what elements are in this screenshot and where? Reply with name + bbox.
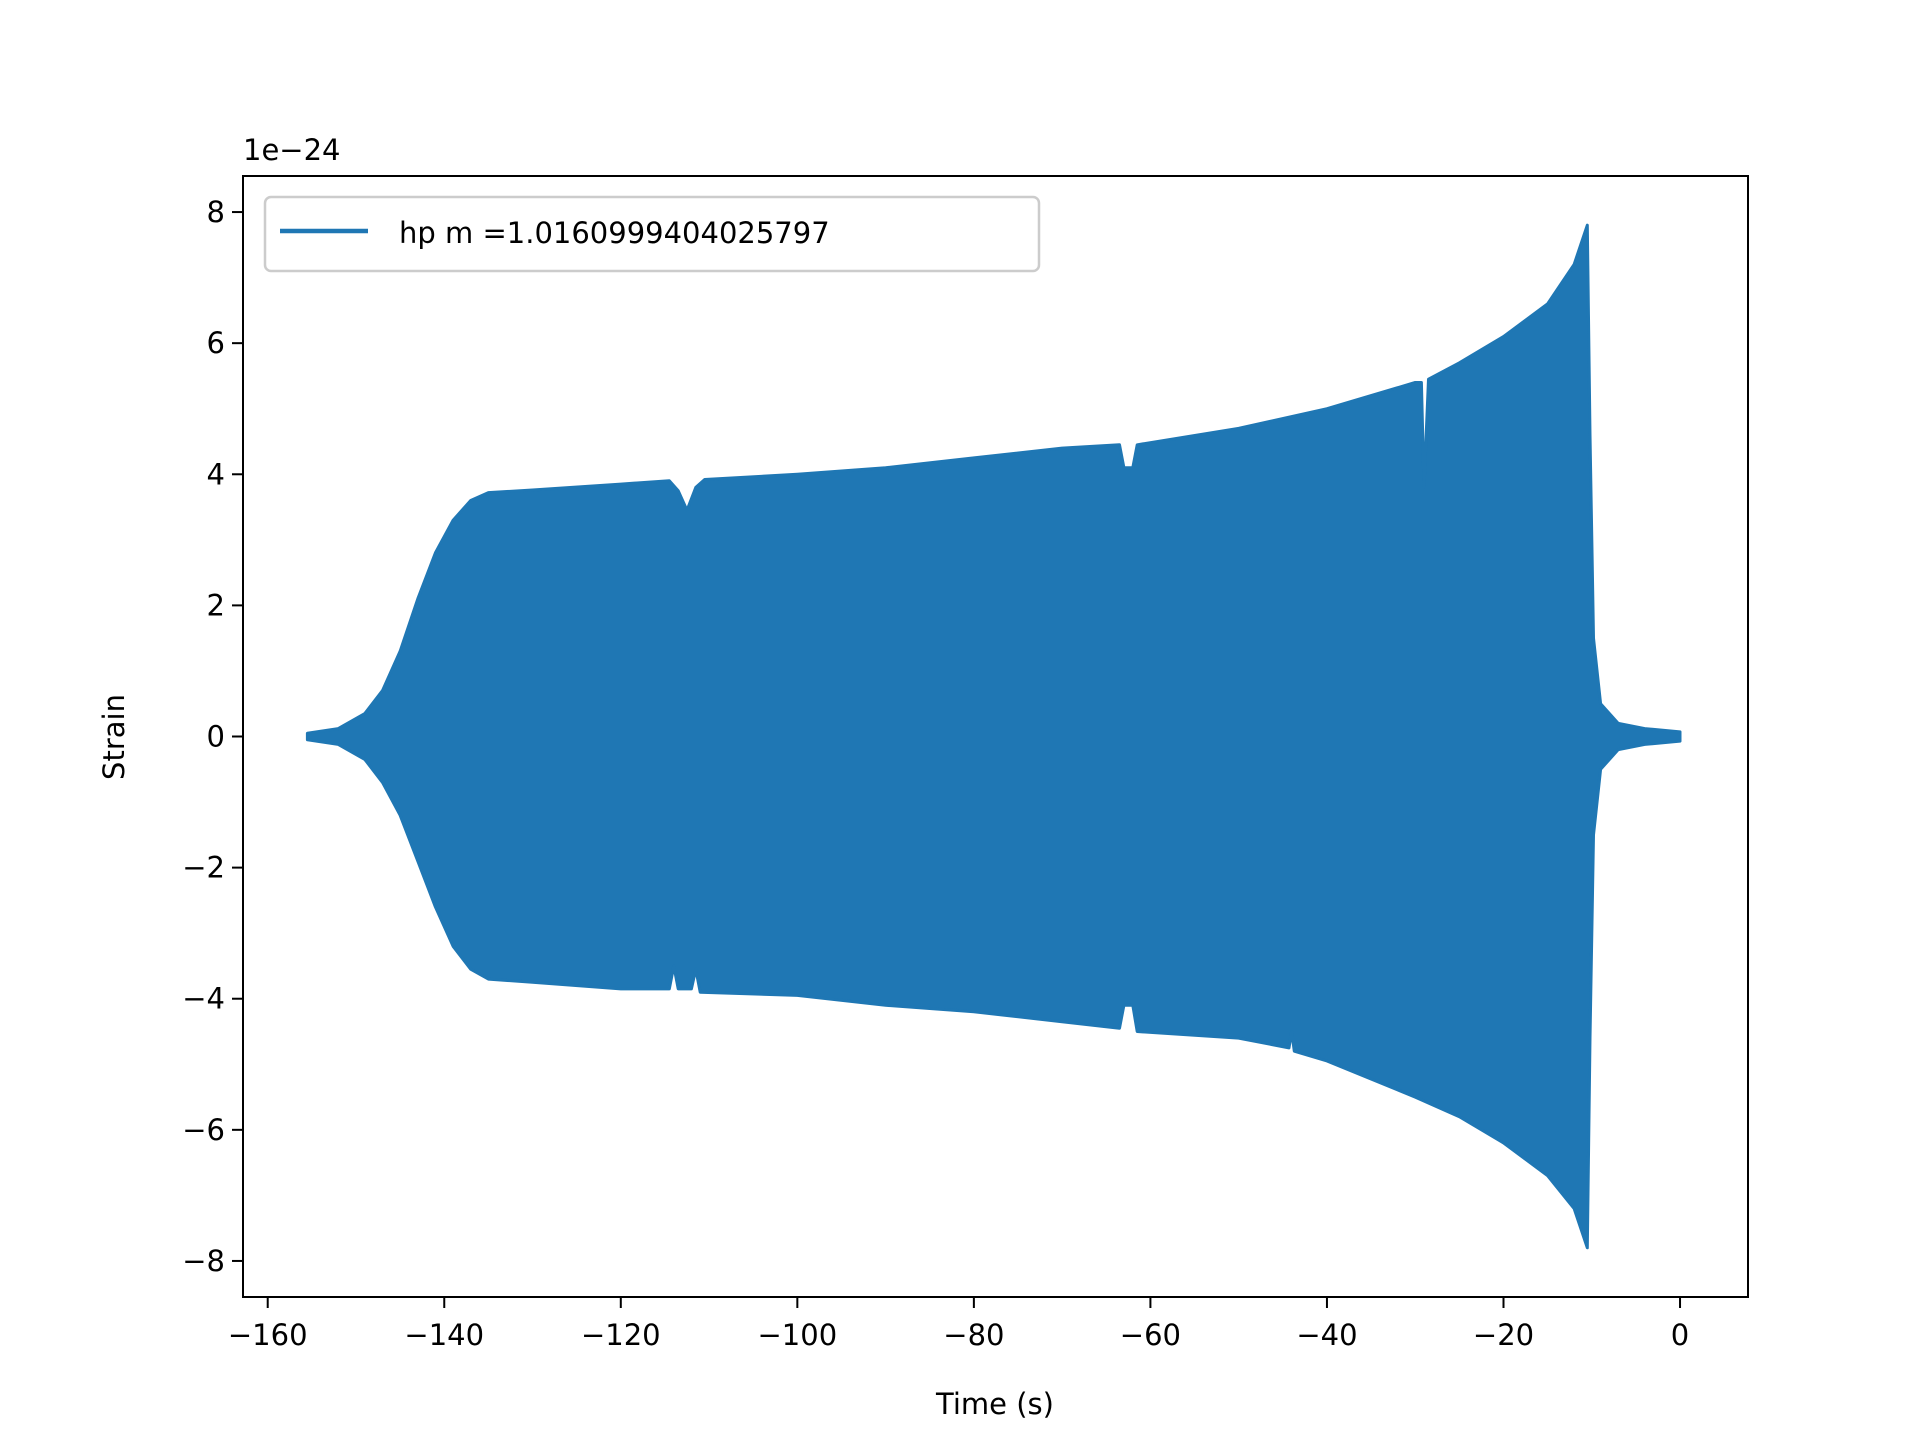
y-tick-label: −6 (182, 1113, 225, 1147)
y-tick-label: 6 (207, 326, 225, 360)
y-tick-label: −4 (182, 982, 225, 1016)
x-tick-label: −20 (1473, 1318, 1534, 1352)
series-hp-waveform (305, 223, 1682, 1250)
x-tick-label: −60 (1120, 1318, 1181, 1352)
y-tick-label: 0 (207, 720, 225, 754)
x-tick-label: −120 (581, 1318, 661, 1352)
x-tick-label: −80 (943, 1318, 1004, 1352)
x-tick-label: −140 (404, 1318, 484, 1352)
y-offset-label: 1e−24 (243, 133, 341, 167)
y-axis-label: Strain (97, 694, 131, 780)
x-tick-label: −100 (758, 1318, 838, 1352)
x-tick-label: −40 (1296, 1318, 1357, 1352)
y-tick-label: 2 (207, 588, 225, 622)
x-tick-label: 0 (1671, 1318, 1689, 1352)
y-tick-label: −8 (182, 1244, 225, 1278)
legend: hp m =1.0160999404025797 (263, 195, 1041, 273)
x-axis-label: Time (s) (935, 1387, 1054, 1421)
legend-label: hp m =1.0160999404025797 (399, 216, 830, 250)
x-tick-label: −160 (228, 1318, 308, 1352)
legend-box (263, 195, 1041, 273)
y-tick-label: 4 (207, 457, 225, 491)
y-tick-label: 8 (207, 195, 225, 229)
y-tick-label: −2 (182, 851, 225, 885)
